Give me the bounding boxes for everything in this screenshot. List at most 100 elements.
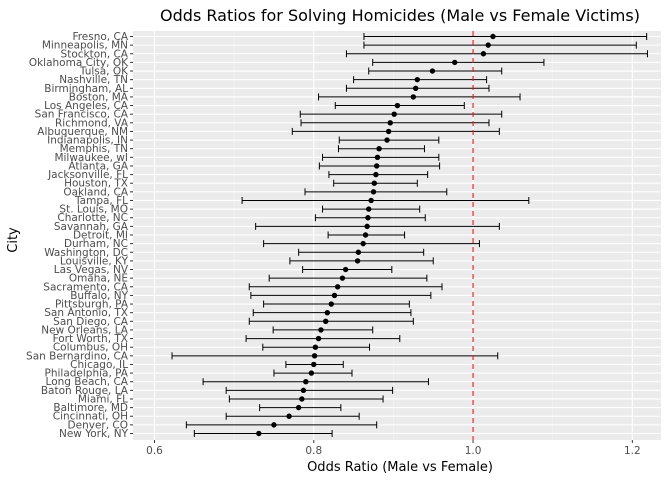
data-point	[334, 284, 341, 290]
y-tick-label: Baton Rouge, LA	[41, 385, 129, 397]
y-tick-label: Louisville, KY	[60, 255, 129, 267]
data-point	[328, 301, 334, 307]
error-bar	[298, 248, 425, 256]
y-tick-label: Detroit, MI	[73, 230, 128, 242]
data-point	[364, 223, 370, 230]
data-point	[394, 102, 401, 109]
data-point	[318, 327, 324, 333]
y-tick-label: Minneapolis, MN	[42, 40, 128, 52]
data-point	[311, 353, 318, 359]
data-point	[312, 344, 319, 350]
y-axis-title: City	[6, 227, 21, 253]
y-tick-label: Fort Worth, TX	[53, 333, 128, 345]
error-bar	[263, 240, 480, 248]
data-point	[373, 163, 380, 169]
y-tick-label: Columbus, OH	[53, 342, 128, 354]
y-tick-label: Philadelphia, PA	[45, 368, 129, 380]
data-point	[315, 335, 322, 342]
error-bar	[345, 50, 648, 58]
x-axis-title: Odds Ratio (Male vs Female)	[307, 460, 493, 475]
y-tick-label: Tampa, FL	[74, 195, 128, 207]
y-tick-label: Las Vegas, NV	[54, 264, 129, 276]
y-tick-label: Pittsburgh, PA	[55, 299, 129, 311]
error-bar	[171, 352, 499, 360]
x-tick-label: 1.0	[465, 445, 482, 457]
y-tick-label: Los Angeles, CA	[44, 100, 129, 112]
y-tick-label: Durham, NC	[64, 238, 128, 250]
error-bar	[193, 430, 333, 437]
y-tick-label: Tulsa, OK	[79, 66, 129, 78]
data-point	[286, 413, 292, 419]
error-bar	[289, 257, 434, 265]
data-point	[303, 379, 309, 385]
y-tick-label: Birmingham, AL	[44, 83, 128, 95]
y-tick-label: Savannah, GA	[54, 221, 129, 233]
y-tick-label: Atlanta, GA	[68, 160, 128, 172]
data-point	[323, 318, 329, 325]
y-tick-label: Washington, DC	[44, 247, 128, 259]
y-tick-label: Oklahoma City, OK	[29, 57, 129, 69]
data-point	[360, 240, 366, 247]
data-point	[414, 76, 421, 83]
data-points	[256, 33, 496, 437]
error-bar	[353, 76, 488, 84]
data-point	[339, 275, 346, 281]
y-tick-label: Albuquerque, NM	[37, 126, 128, 138]
error-bar	[291, 127, 500, 135]
error-bar	[299, 110, 503, 118]
y-tick-label: San Francisco, CA	[35, 109, 129, 121]
data-point	[385, 128, 392, 135]
y-tick-label: San Bernardino, CA	[26, 350, 129, 362]
error-bar	[368, 67, 503, 75]
data-point	[311, 361, 317, 368]
y-tick-label: St. Louis, MO	[59, 204, 128, 216]
data-point	[295, 404, 302, 411]
data-point	[410, 94, 417, 100]
data-point	[452, 59, 458, 66]
y-tick-label: Long Beach, CA	[46, 376, 129, 388]
error-bar	[228, 395, 384, 403]
data-point	[271, 422, 277, 428]
error-bar	[322, 153, 440, 161]
error-bar	[248, 283, 443, 291]
y-tick-label: Oakland, CA	[63, 186, 128, 198]
y-tick-label: Houston, TX	[64, 178, 128, 190]
data-point	[300, 387, 307, 394]
data-point	[368, 197, 374, 204]
y-tick-label: Buffalo, NY	[70, 290, 128, 302]
error-bar	[263, 300, 410, 308]
y-tick-label: Stockton, CA	[61, 48, 129, 60]
data-point	[331, 292, 338, 299]
y-tick-label: Omaha, NE	[69, 273, 128, 285]
data-point	[308, 370, 315, 376]
error-bar	[255, 222, 500, 230]
error-bar	[185, 421, 378, 429]
y-tick-label: Milwaukee, wI	[54, 152, 128, 164]
error-bar	[202, 378, 429, 386]
error-bar	[318, 93, 521, 101]
y-tick-label: Chicago, IL	[70, 359, 128, 371]
data-point	[299, 396, 305, 402]
error-bar	[372, 58, 545, 66]
data-point	[413, 85, 419, 91]
y-tick-label: Cincinnati, OH	[53, 411, 128, 423]
y-tick-label: Charlotte, NC	[57, 212, 128, 224]
data-point	[490, 33, 496, 40]
data-point	[429, 68, 436, 74]
y-tick-label: New Orleans, LA	[41, 324, 129, 336]
y-tick-label: Nashville, TN	[59, 74, 128, 86]
data-point	[387, 120, 393, 126]
data-point	[365, 215, 371, 221]
data-point	[324, 309, 331, 316]
y-tick-label: New York, NY	[59, 428, 129, 440]
y-tick-label: Sacramento, CA	[43, 281, 129, 293]
error-bar	[300, 119, 490, 127]
data-point	[485, 42, 491, 48]
data-point	[480, 51, 487, 57]
error-bar	[252, 309, 412, 317]
data-point	[373, 171, 379, 178]
data-point	[370, 189, 377, 195]
data-point	[371, 180, 378, 186]
